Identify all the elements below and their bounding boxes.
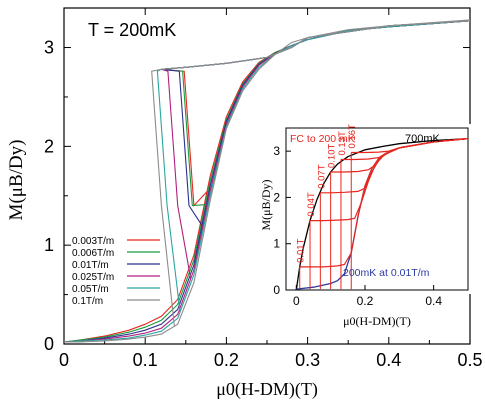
inset-fc-field-label: 0.10T [327, 144, 338, 168]
inset-fc-field-label: 0.04T [306, 192, 317, 216]
main-x-tick-label: 0 [59, 350, 69, 370]
main-y-tick-label: 1 [44, 235, 54, 255]
inset-fc-field-label: 0.01T [296, 238, 307, 262]
legend-label: 0.003T/m [72, 236, 114, 247]
inset-fc-field-label: 0.07T [316, 164, 327, 188]
inset-axis-ticks: 0 0.2 0.4 0 1 2 3 [273, 144, 442, 308]
main-x-tick-label: 0.1 [133, 350, 158, 370]
inset-x-tick-label: 0.2 [357, 294, 374, 308]
inset-700mk-label: 700mK [405, 133, 441, 145]
main-y-axis-label: M(μB/Dy) [6, 140, 27, 221]
legend-label: 0.01T/m [72, 260, 109, 271]
inset-y-tick-label: 1 [273, 237, 280, 251]
main-y-tick-label: 2 [44, 136, 54, 156]
inset-chart: 0 0.2 0.4 0 1 2 3 FC to 200 mK 700mK 200mK at … [259, 124, 472, 328]
inset-y-tick-label: 2 [273, 190, 280, 204]
legend-label: 0.006T/m [72, 248, 114, 259]
inset-series-group [295, 137, 469, 291]
inset-fc-label: FC to 200 mK [290, 133, 355, 145]
main-series-line [64, 19, 471, 343]
main-y-tick-label: 3 [44, 38, 54, 58]
inset-plot-frame [285, 127, 469, 291]
main-x-axis-label: μ0(H-DM)(T) [216, 379, 318, 400]
legend-label: 0.1T/m [72, 296, 103, 307]
main-legend: 0.003T/m0.006T/m0.01T/m0.025T/m0.05T/m0.… [72, 236, 160, 307]
inset-fc-field-label: 0.13T [337, 131, 348, 155]
main-x-tick-label: 0.3 [295, 350, 320, 370]
inset-y-tick-label: 0 [273, 283, 280, 297]
inset-y-tick-label: 3 [273, 144, 280, 158]
main-series-line [63, 20, 471, 343]
inset-y-axis-label: M(μB/Dy) [259, 179, 273, 230]
inset-x-tick-label: 0 [293, 294, 300, 308]
main-x-tick-label: 0.5 [457, 350, 482, 370]
main-x-tick-label: 0.4 [376, 350, 401, 370]
legend-label: 0.025T/m [72, 272, 114, 283]
main-y-tick-label: 0 [44, 334, 54, 354]
inset-series-line [295, 137, 469, 291]
inset-fc-field-label: 0.16T [347, 124, 358, 148]
inset-x-tick-label: 0.4 [425, 294, 442, 308]
main-series-group [63, 19, 471, 343]
inset-200mk-label: 200mK at 0.01T/m [343, 267, 430, 279]
legend-label: 0.05T/m [72, 284, 109, 295]
inset-x-axis-label: μ0(H-DM)(T) [343, 314, 411, 328]
main-series-return-line [151, 20, 471, 327]
main-x-tick-label: 0.2 [214, 350, 239, 370]
inset-series-line [351, 138, 469, 154]
main-annotation: T = 200mK [88, 20, 176, 40]
